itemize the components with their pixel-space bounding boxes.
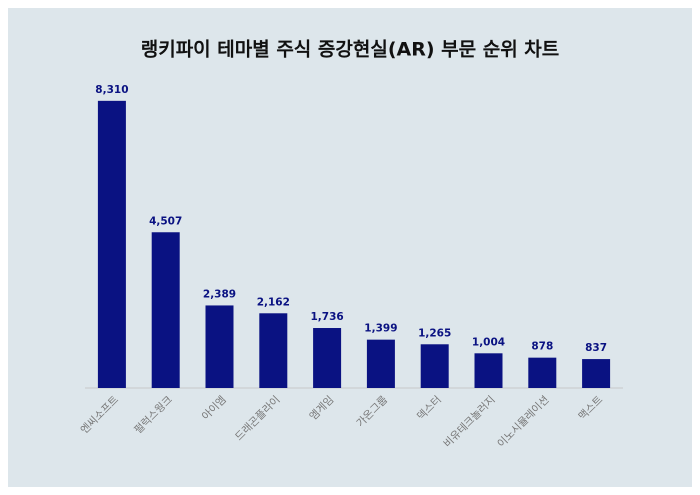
- value-label: 8,310: [95, 84, 128, 96]
- chart-title: 랭키파이 테마별 주식 증강현실(AR) 부문 순위 차트: [141, 39, 560, 61]
- value-label: 2,389: [203, 288, 236, 300]
- bar: [205, 305, 234, 388]
- bar: [582, 359, 611, 388]
- bar: [420, 344, 449, 388]
- value-label: 4,507: [149, 215, 182, 227]
- bar: [528, 357, 557, 388]
- bar: [259, 313, 288, 388]
- value-label: 1,004: [472, 336, 505, 348]
- bar: [151, 232, 180, 388]
- bar: [97, 100, 126, 389]
- value-label: 878: [531, 341, 553, 353]
- value-label: 1,736: [310, 311, 343, 323]
- value-label: 1,265: [418, 327, 451, 339]
- value-label: 1,399: [364, 323, 397, 335]
- bar: [366, 339, 395, 388]
- bar: [313, 328, 342, 388]
- bar: [474, 353, 503, 388]
- value-label: 837: [585, 342, 607, 354]
- value-label: 2,162: [257, 296, 290, 308]
